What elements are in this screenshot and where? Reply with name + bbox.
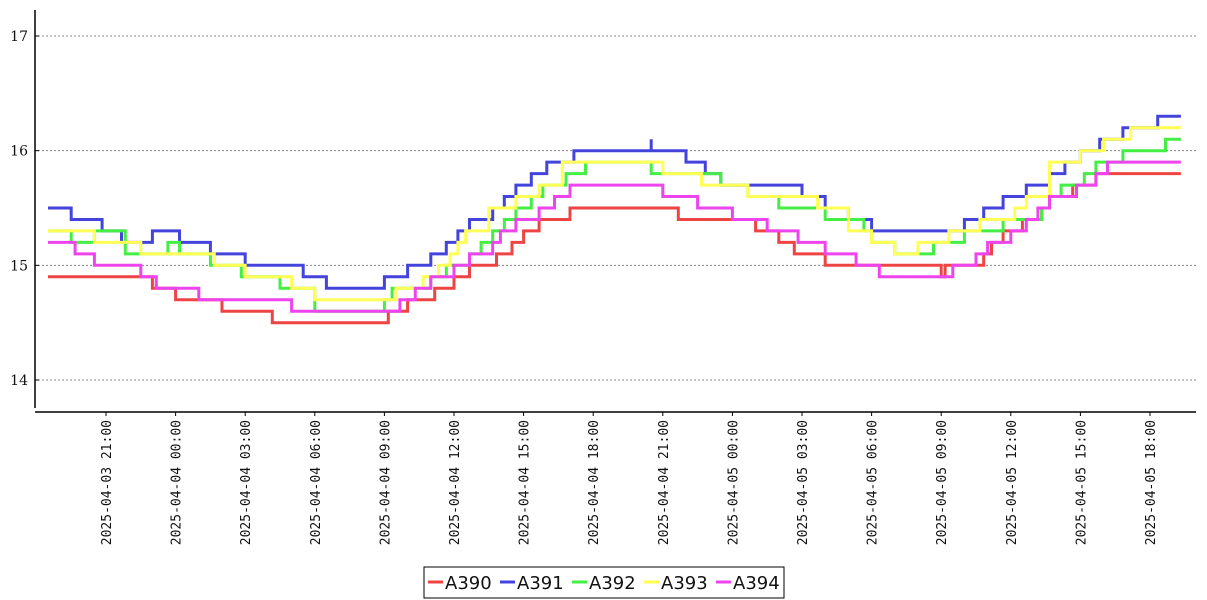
y-tick-label: 17 — [10, 29, 28, 45]
series-line-a390 — [48, 172, 1181, 325]
legend-label: A391 — [517, 573, 564, 594]
y-tick-labels: 14 15 16 17 — [10, 29, 39, 389]
series-line-a392 — [48, 137, 1181, 313]
legend-item-a392: A392 — [572, 573, 636, 594]
x-tick-labels: 2025-04-03 21:00 2025-04-04 00:00 2025-04-… — [100, 412, 1159, 545]
legend-item-a390: A390 — [428, 573, 492, 594]
x-tick-label: 2025-04-05 15:00 — [1074, 420, 1089, 545]
y-tick-label: 16 — [10, 144, 28, 160]
x-tick-label: 2025-04-05 12:00 — [1005, 420, 1020, 545]
x-tick-label: 2025-04-04 03:00 — [239, 420, 254, 545]
legend-item-a394: A394 — [716, 573, 780, 594]
legend-label: A393 — [661, 573, 708, 594]
y-tick-label: 14 — [10, 373, 28, 389]
x-tick-label: 2025-04-05 00:00 — [726, 420, 741, 545]
legend-label: A394 — [733, 573, 780, 594]
legend-item-a393: A393 — [644, 573, 708, 594]
x-tick-label: 2025-04-04 15:00 — [518, 420, 533, 545]
y-tick-label: 15 — [10, 258, 28, 274]
legend-items: A390 A391 A392 A393 A394 — [428, 573, 780, 594]
x-tick-label: 2025-04-04 18:00 — [587, 420, 602, 545]
series-line-a391 — [48, 114, 1181, 290]
axes — [34, 10, 1196, 413]
series-line-a394 — [48, 160, 1181, 313]
legend: A390 A391 A392 A393 A394 — [423, 566, 785, 599]
x-tick-label: 2025-04-04 12:00 — [448, 420, 463, 545]
x-tick-label: 2025-04-04 21:00 — [657, 420, 672, 545]
x-tick-label: 2025-04-05 09:00 — [935, 420, 950, 545]
x-tick-label: 2025-04-05 03:00 — [796, 420, 811, 545]
x-tick-label: 2025-04-04 09:00 — [378, 420, 393, 545]
series-line-a393 — [48, 126, 1181, 302]
legend-item-a391: A391 — [500, 573, 564, 594]
x-tick-label: 2025-04-04 00:00 — [170, 420, 185, 545]
x-tick-label: 2025-04-05 18:00 — [1144, 420, 1159, 545]
series-lines — [48, 114, 1181, 325]
legend-label: A390 — [445, 573, 492, 594]
legend-label: A392 — [589, 573, 636, 594]
x-tick-label: 2025-04-05 06:00 — [866, 420, 881, 545]
x-tick-label: 2025-04-04 06:00 — [309, 420, 324, 545]
x-tick-label: 2025-04-03 21:00 — [100, 420, 115, 545]
